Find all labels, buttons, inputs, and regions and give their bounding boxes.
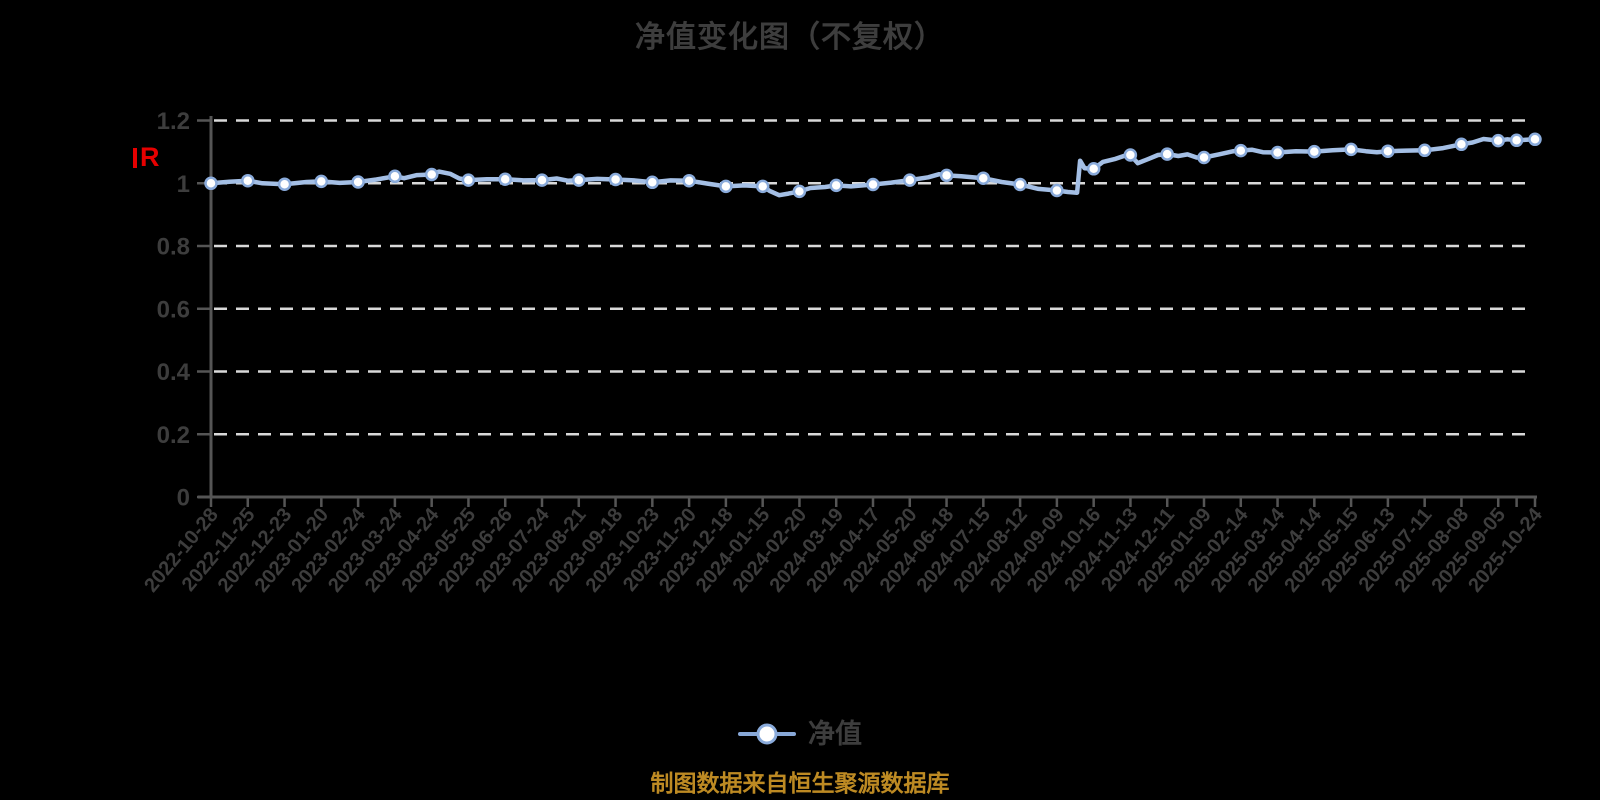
chart-title: 净值变化图（不复权） [635,21,945,54]
nav-marker [682,173,696,188]
nav-marker [314,174,329,189]
nav-marker [976,171,991,185]
data-source-note: 制图数据来自恒生聚源数据库 [650,770,950,796]
nav-marker [277,177,292,191]
nav-marker [1417,143,1432,158]
nav-marker [1344,142,1358,157]
nav-marker [461,173,476,187]
y-tick-label: 0.2 [157,422,190,449]
nav-marker [866,177,880,192]
y-tick-label: 1.2 [157,108,190,135]
y-tick-label: 0 [177,485,190,512]
y-tick-label: 1 [177,171,190,198]
nav-marker [1013,177,1027,192]
nav-marker [829,178,843,193]
nav-marker [1307,144,1322,159]
nav-marker [1528,132,1542,147]
nav-marker [939,168,954,183]
nav-marker [1197,150,1211,165]
nav-line-chart: 00.20.40.60.811.22022-10-282022-11-25202… [140,108,1547,597]
nav-marker [1086,162,1101,176]
nav-marker [719,179,733,194]
red-bar-icon [133,147,137,168]
red-r-badge: R [133,144,160,171]
nav-marker [388,169,402,184]
nav-marker [535,173,549,187]
nav-marker [1454,137,1469,152]
nav-marker [755,179,770,194]
legend[interactable]: 净值 [0,714,1600,754]
y-tick-label: 0.6 [157,296,190,323]
nav-marker [1160,147,1174,161]
nav-marker [903,173,917,187]
nav-marker [204,176,218,191]
y-tick-label: 0.4 [157,359,191,386]
nav-marker [1509,133,1524,148]
nav-marker [1270,145,1285,160]
nav-marker [1491,133,1505,148]
nav-marker [1234,143,1248,158]
nav-marker [572,173,586,187]
nav-marker [424,167,439,182]
nav-marker [608,172,623,187]
nav-marker [1050,183,1064,198]
nav-marker [498,172,512,186]
nav-marker [351,175,365,189]
nav-marker [1381,144,1395,158]
legend-label: 净值 [808,718,862,749]
legend-line-marker-icon [738,723,796,745]
nav-marker [241,173,255,188]
nav-marker [792,184,807,199]
y-tick-label: 0.8 [157,234,190,261]
nav-line [208,136,1538,198]
nav-marker [645,175,660,190]
legend-circle-icon [756,723,778,745]
red-r-label: R [140,142,160,172]
nav-marker [1123,148,1138,162]
